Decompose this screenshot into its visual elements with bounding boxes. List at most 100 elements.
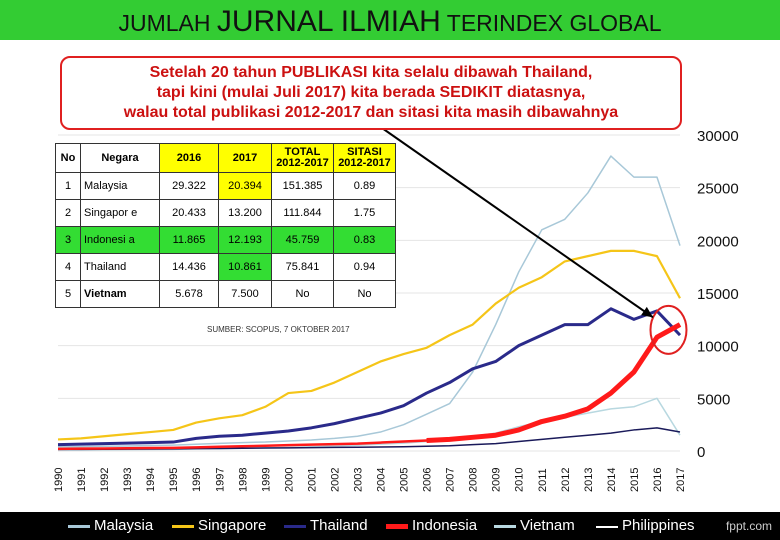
series-line-thailand: [57, 307, 682, 447]
title-bar: [0, 0, 780, 40]
legend-label: Malaysia: [94, 517, 154, 534]
x-tick-label: 1994: [145, 468, 157, 492]
x-tick-label: 2001: [306, 468, 318, 492]
table-row: 2 Singapor e 20.433 13.200 111.844 1.75: [55, 199, 396, 227]
legend-swatch: [284, 525, 306, 528]
cell-sitasi: 0.94: [333, 253, 396, 281]
cell-2016: 20.433: [159, 199, 219, 227]
header-2016: 2016: [159, 143, 219, 173]
annotations: [381, 127, 688, 355]
cell-total: 75.841: [271, 253, 334, 281]
callout-box: Setelah 20 tahun PUBLIKASI kita selalu d…: [60, 56, 682, 130]
legend-swatch: [494, 525, 516, 528]
chart-legend: Malaysia Singapore Thailand Indonesia Vi…: [0, 512, 780, 540]
header-sitasi: SITASI 2012-2017: [333, 143, 396, 173]
y-tick-label: 15000: [697, 286, 739, 303]
cell-2017: 20.394: [218, 172, 272, 200]
series-lines: [57, 155, 682, 451]
legend-swatch: [172, 525, 194, 528]
cell-total: No: [271, 280, 334, 308]
series-line-singapore: [57, 249, 681, 441]
cell-sitasi: 0.83: [333, 226, 396, 254]
cell-negara: Thailand: [80, 253, 160, 281]
series-line-indonesia: [57, 323, 681, 451]
y-tick-label: 25000: [697, 181, 739, 198]
cell-negara: Malaysia: [80, 172, 160, 200]
brand-watermark: fppt.com: [725, 519, 772, 533]
cell-2017: 13.200: [218, 199, 272, 227]
title-part-1: JUMLAH: [118, 10, 217, 36]
cell-negara: Indonesi a: [80, 226, 160, 254]
x-tick-label: 2005: [399, 468, 411, 492]
legend-swatch: [386, 524, 408, 529]
title-part-2: JURNAL ILMIAH: [216, 5, 441, 38]
header-sitasi-b: 2012-2017: [338, 157, 391, 169]
callout-line-3: walau total publikasi 2012-2017 dan sita…: [123, 104, 619, 121]
legend-label: Indonesia: [412, 517, 478, 534]
y-tick-label: 5000: [697, 391, 730, 408]
x-tick-label: 2013: [583, 468, 595, 492]
x-tick-label: 1996: [191, 468, 203, 492]
cell-no: 3: [55, 226, 81, 254]
x-tick-label: 2007: [445, 468, 457, 492]
x-tick-label: 1997: [214, 468, 226, 492]
table-row: 1 Malaysia 29.322 20.394 151.385 0.89: [55, 172, 396, 200]
cell-no: 5: [55, 280, 81, 308]
header-negara: Negara: [80, 143, 160, 173]
x-tick-label: 2008: [468, 468, 480, 492]
cell-2017: 7.500: [218, 280, 272, 308]
series-line-malaysia: [57, 155, 681, 448]
x-tick-label: 1992: [99, 468, 111, 492]
x-tick-label: 2006: [422, 468, 434, 492]
x-tick-label: 2010: [514, 468, 526, 492]
y-axis-labels: 0 5000 10000 15000 20000 25000 30000: [697, 128, 739, 461]
x-tick-label: 1991: [76, 468, 88, 492]
callout-arrow: [381, 127, 654, 319]
x-tick-label: 1995: [168, 468, 180, 492]
x-tick-label: 2000: [283, 468, 295, 492]
x-tick-label: 2011: [537, 468, 549, 492]
x-tick-label: 2012: [560, 468, 572, 492]
cell-sitasi: 1.75: [333, 199, 396, 227]
header-total-a: TOTAL: [284, 146, 321, 158]
x-tick-label: 2009: [491, 468, 503, 492]
legend-swatch: [68, 525, 90, 528]
x-tick-label: 2016: [652, 468, 664, 492]
callout-line-2: tapi kini (mulai Juli 2017) kita berada …: [156, 84, 586, 101]
legend-label: Vietnam: [520, 517, 575, 534]
x-tick-label: 2002: [329, 468, 341, 492]
cell-total: 111.844: [271, 199, 334, 227]
callout-line-1: Setelah 20 tahun PUBLIKASI kita selalu d…: [149, 64, 593, 81]
table-row: 5 Vietnam 5.678 7.500 No No: [55, 280, 396, 308]
table-row: 4 Thailand 14.436 10.861 75.841 0.94: [55, 253, 396, 281]
x-tick-label: 1998: [237, 468, 249, 492]
cell-2016: 14.436: [159, 253, 219, 281]
cell-total: 45.759: [271, 226, 334, 254]
x-tick-label: 2004: [376, 468, 388, 492]
cell-sitasi: 0.89: [333, 172, 396, 200]
x-tick-label: 2017: [675, 468, 687, 492]
slide-title: JUMLAH JURNAL ILMIAH TERINDEX GLOBAL: [0, 0, 780, 40]
source-note: SUMBER: SCOPUS, 7 OKTOBER 2017: [207, 325, 350, 334]
header-2017: 2017: [218, 143, 272, 173]
x-tick-label: 1999: [260, 468, 272, 492]
y-tick-label: 0: [697, 444, 705, 461]
y-tick-label: 30000: [697, 128, 739, 145]
x-tick-label: 2014: [606, 468, 618, 492]
series-line-indonesia-bold: [426, 322, 682, 443]
cell-total: 151.385: [271, 172, 334, 200]
x-tick-label: 2003: [352, 468, 364, 492]
cell-2016: 11.865: [159, 226, 219, 254]
header-no: No: [55, 143, 81, 173]
cell-2017: 12.193: [218, 226, 272, 254]
cell-2016: 29.322: [159, 172, 219, 200]
table-row-highlight: 3 Indonesi a 11.865 12.193 45.759 0.83: [55, 226, 396, 254]
publication-table: No Negara 2016 2017 TOTAL 2012-2017 SITAS…: [55, 143, 396, 308]
x-tick-label: 1993: [122, 468, 134, 492]
legend-label: Thailand: [310, 517, 368, 534]
header-sitasi-a: SITASI: [347, 146, 382, 158]
y-tick-label: 20000: [697, 233, 739, 250]
cell-no: 1: [55, 172, 81, 200]
title-part-3: TERINDEX GLOBAL: [440, 10, 662, 36]
x-tick-label: 2015: [629, 468, 641, 492]
